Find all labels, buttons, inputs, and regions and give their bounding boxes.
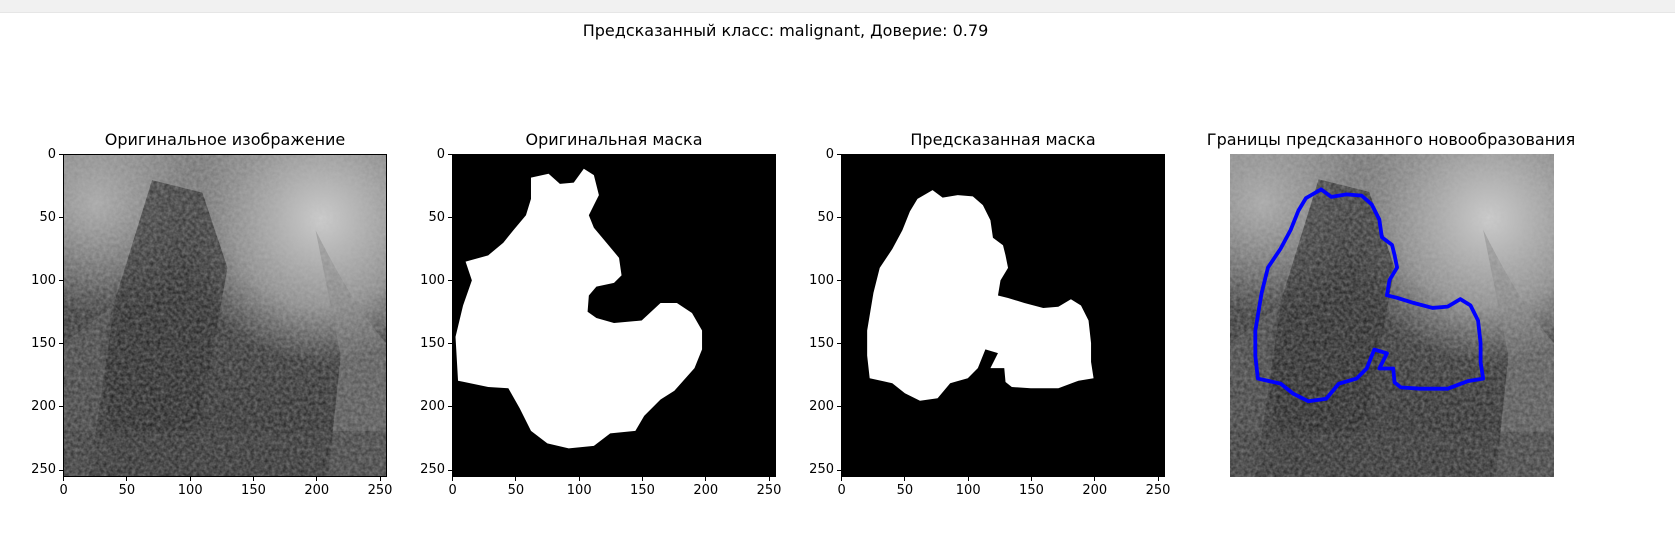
predicted-mask-image — [841, 154, 1165, 477]
y-tick-label-original-mask: 0 — [436, 146, 445, 162]
x-tick-mark — [63, 477, 65, 481]
x-tick-mark — [1030, 477, 1032, 481]
y-tick-mark — [448, 343, 452, 345]
x-tick-label-original-mask: 200 — [693, 483, 719, 498]
y-tick-mark — [59, 343, 63, 345]
predicted-contour-outline — [1253, 187, 1486, 404]
predicted-mask-region — [867, 190, 1094, 401]
y-tick-mark — [837, 469, 841, 471]
x-tick-label-original-image: 0 — [59, 483, 68, 498]
x-tick-mark — [515, 477, 517, 481]
ultrasound-image-graphic — [64, 155, 386, 476]
x-tick-mark — [768, 477, 770, 481]
x-tick-mark — [578, 477, 580, 481]
x-tick-label-original-image: 200 — [304, 483, 330, 498]
x-tick-label-predicted-mask: 100 — [955, 483, 981, 498]
panel-title-original-image: Оригинальное изображение — [104, 130, 346, 149]
y-tick-label-original-mask: 100 — [420, 272, 445, 288]
x-tick-mark — [641, 477, 643, 481]
predicted-mask-graphic — [842, 155, 1164, 476]
y-tick-mark — [837, 154, 841, 156]
y-tick-label-predicted-mask: 50 — [817, 209, 834, 225]
x-tick-label-predicted-mask: 250 — [1145, 483, 1171, 498]
contour-overlay-image — [1230, 154, 1554, 477]
x-tick-mark — [967, 477, 969, 481]
x-tick-label-original-image: 150 — [241, 483, 266, 498]
y-tick-label-original-image: 0 — [47, 146, 56, 162]
y-tick-label-original-mask: 200 — [420, 398, 445, 414]
y-tick-mark — [448, 469, 452, 471]
x-tick-mark — [379, 477, 381, 481]
y-tick-mark — [59, 154, 63, 156]
x-tick-label-original-mask: 100 — [566, 483, 592, 498]
x-tick-label-predicted-mask: 50 — [896, 483, 914, 498]
y-tick-label-original-image: 250 — [31, 462, 56, 478]
y-tick-mark — [59, 280, 63, 282]
x-tick-label-original-mask: 150 — [630, 483, 655, 498]
figure-suptitle: Предсказанный класс: malignant, Доверие:… — [582, 21, 989, 40]
original-mask-region — [455, 168, 703, 449]
x-tick-mark — [316, 477, 318, 481]
x-tick-label-predicted-mask: 150 — [1019, 483, 1044, 498]
y-tick-mark — [837, 406, 841, 408]
x-tick-label-original-image: 50 — [118, 483, 136, 498]
x-tick-mark — [841, 477, 843, 481]
contour-overlay-graphic — [1230, 154, 1554, 477]
y-tick-label-original-image: 50 — [39, 209, 56, 225]
x-tick-label-original-mask: 250 — [756, 483, 782, 498]
window-top-bar — [0, 0, 1675, 13]
y-tick-label-original-image: 150 — [31, 335, 56, 351]
panel-title-predicted-contour: Границы предсказанного новообразования — [1206, 130, 1576, 149]
x-tick-mark — [1157, 477, 1159, 481]
panel-title-predicted-mask: Предсказанная маска — [910, 130, 1096, 149]
y-tick-label-predicted-mask: 100 — [809, 272, 834, 288]
y-tick-mark — [837, 280, 841, 282]
y-tick-mark — [59, 469, 63, 471]
x-tick-mark — [126, 477, 128, 481]
y-tick-mark — [59, 406, 63, 408]
y-tick-label-original-mask: 150 — [420, 335, 445, 351]
x-tick-mark — [904, 477, 906, 481]
x-tick-label-predicted-mask: 200 — [1082, 483, 1108, 498]
x-tick-mark — [1094, 477, 1096, 481]
y-tick-label-predicted-mask: 0 — [825, 146, 834, 162]
panel-title-original-mask: Оригинальная маска — [525, 130, 703, 149]
y-tick-label-original-mask: 50 — [428, 209, 445, 225]
ultrasound-image — [63, 154, 387, 477]
y-tick-label-original-image: 200 — [31, 398, 56, 414]
x-tick-mark — [452, 477, 454, 481]
x-tick-label-original-mask: 50 — [507, 483, 525, 498]
y-tick-label-predicted-mask: 200 — [809, 398, 834, 414]
y-tick-mark — [448, 217, 452, 219]
x-tick-mark — [705, 477, 707, 481]
y-tick-mark — [59, 217, 63, 219]
y-tick-mark — [837, 217, 841, 219]
x-tick-label-original-image: 250 — [367, 483, 393, 498]
x-tick-label-predicted-mask: 0 — [837, 483, 846, 498]
y-tick-label-original-image: 100 — [31, 272, 56, 288]
original-mask-image — [452, 154, 776, 477]
y-tick-mark — [448, 280, 452, 282]
y-tick-mark — [837, 343, 841, 345]
y-tick-label-original-mask: 250 — [420, 462, 445, 478]
x-tick-mark — [189, 477, 191, 481]
y-tick-mark — [448, 406, 452, 408]
y-tick-mark — [448, 154, 452, 156]
y-tick-label-predicted-mask: 150 — [809, 335, 834, 351]
original-mask-graphic — [453, 155, 775, 476]
x-tick-label-original-image: 100 — [177, 483, 203, 498]
x-tick-label-original-mask: 0 — [448, 483, 457, 498]
x-tick-mark — [252, 477, 254, 481]
y-tick-label-predicted-mask: 250 — [809, 462, 834, 478]
